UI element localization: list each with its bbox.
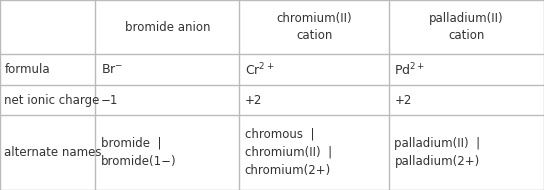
Text: formula: formula <box>4 63 50 76</box>
Text: chromous  |
chromium(II)  |
chromium(2+): chromous | chromium(II) | chromium(2+) <box>245 127 332 177</box>
Text: +2: +2 <box>394 94 412 107</box>
Text: net ionic charge: net ionic charge <box>4 94 100 107</box>
Text: Br$^{-}$: Br$^{-}$ <box>101 63 123 76</box>
Text: alternate names: alternate names <box>4 146 102 159</box>
Text: Pd$^{2+}$: Pd$^{2+}$ <box>394 62 425 78</box>
Text: palladium(II)  |
palladium(2+): palladium(II) | palladium(2+) <box>394 137 480 168</box>
Text: bromide anion: bromide anion <box>125 21 210 34</box>
Text: chromium(II)
cation: chromium(II) cation <box>276 12 352 42</box>
Text: +2: +2 <box>245 94 262 107</box>
Text: palladium(II)
cation: palladium(II) cation <box>429 12 504 42</box>
Text: Cr$^{2+}$: Cr$^{2+}$ <box>245 62 274 78</box>
Text: −1: −1 <box>101 94 118 107</box>
Text: bromide  |
bromide(1−): bromide | bromide(1−) <box>101 137 176 168</box>
